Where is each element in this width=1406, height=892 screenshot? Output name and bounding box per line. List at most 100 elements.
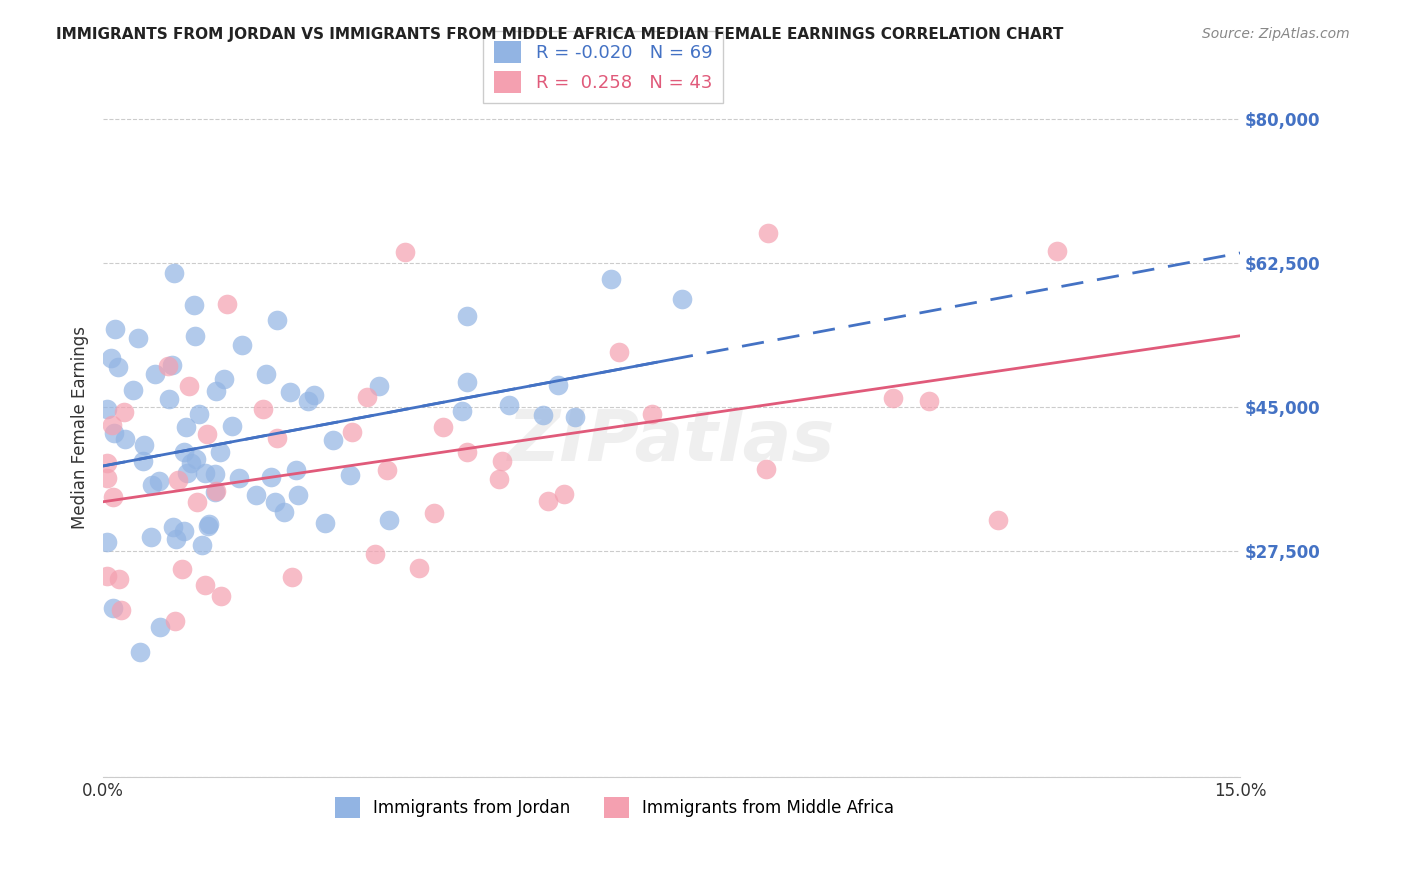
Point [205, 483, 228, 498]
Point [547, 378, 569, 392]
Point [266, 313, 288, 327]
Point [297, 393, 319, 408]
Point [375, 463, 398, 477]
Point [107, 360, 129, 375]
Point [96, 401, 118, 416]
Point [488, 472, 510, 486]
Point [100, 351, 122, 366]
Point [157, 359, 180, 373]
Point [176, 420, 198, 434]
Point [758, 226, 780, 240]
Point [221, 418, 243, 433]
Point [209, 589, 232, 603]
Point [173, 524, 195, 538]
Point [607, 344, 630, 359]
Point [368, 379, 391, 393]
Point [456, 376, 478, 390]
Point [162, 520, 184, 534]
Point [128, 644, 150, 658]
Point [183, 297, 205, 311]
Point [422, 506, 444, 520]
Point [228, 471, 250, 485]
Point [187, 407, 209, 421]
Point [132, 454, 155, 468]
Point [287, 488, 309, 502]
Point [173, 445, 195, 459]
Point [190, 538, 212, 552]
Point [143, 368, 166, 382]
Point [394, 244, 416, 259]
Point [204, 384, 226, 398]
Point [378, 513, 401, 527]
Point [245, 488, 267, 502]
Point [356, 390, 378, 404]
Point [148, 474, 170, 488]
Point [179, 379, 201, 393]
Point [114, 433, 136, 447]
Point [322, 434, 344, 448]
Point [1046, 244, 1069, 258]
Point [149, 620, 172, 634]
Point [132, 438, 155, 452]
Point [302, 387, 325, 401]
Legend: Immigrants from Jordan, Immigrants from Middle Africa: Immigrants from Jordan, Immigrants from … [329, 791, 901, 824]
Point [342, 425, 364, 439]
Point [96, 535, 118, 549]
Point [157, 392, 180, 406]
Point [273, 505, 295, 519]
Point [186, 495, 208, 509]
Point [212, 372, 235, 386]
Point [139, 530, 162, 544]
Point [456, 309, 478, 323]
Point [108, 572, 131, 586]
Text: ZIPatlas: ZIPatlas [508, 407, 835, 475]
Point [254, 367, 277, 381]
Point [491, 454, 513, 468]
Point [180, 456, 202, 470]
Point [266, 431, 288, 445]
Point [600, 271, 623, 285]
Point [432, 420, 454, 434]
Point [987, 513, 1010, 527]
Point [918, 393, 941, 408]
Point [183, 328, 205, 343]
Point [103, 601, 125, 615]
Point [163, 266, 186, 280]
Point [339, 467, 361, 482]
Point [215, 296, 238, 310]
Point [197, 516, 219, 531]
Point [96, 569, 118, 583]
Point [204, 484, 226, 499]
Point [127, 331, 149, 345]
Point [882, 391, 904, 405]
Point [101, 490, 124, 504]
Point [755, 462, 778, 476]
Point [564, 410, 586, 425]
Point [498, 398, 520, 412]
Point [280, 385, 302, 400]
Point [96, 456, 118, 470]
Point [209, 445, 232, 459]
Point [103, 426, 125, 441]
Point [314, 516, 336, 531]
Point [100, 417, 122, 432]
Point [284, 463, 307, 477]
Point [451, 404, 474, 418]
Text: Source: ZipAtlas.com: Source: ZipAtlas.com [1202, 27, 1350, 41]
Point [194, 578, 217, 592]
Y-axis label: Median Female Earnings: Median Female Earnings [72, 326, 89, 529]
Point [122, 383, 145, 397]
Point [537, 493, 560, 508]
Point [531, 408, 554, 422]
Point [110, 602, 132, 616]
Point [165, 532, 187, 546]
Point [160, 358, 183, 372]
Point [195, 427, 218, 442]
Point [96, 471, 118, 485]
Point [260, 469, 283, 483]
Point [165, 614, 187, 628]
Point [231, 338, 253, 352]
Point [170, 562, 193, 576]
Point [456, 445, 478, 459]
Point [204, 467, 226, 482]
